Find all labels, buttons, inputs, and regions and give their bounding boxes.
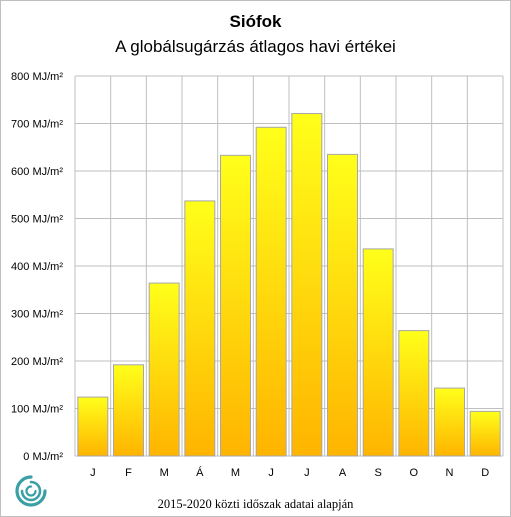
bar-4 [184, 200, 216, 457]
bars [77, 113, 501, 457]
bar-6 [255, 126, 287, 457]
bar-3 [148, 282, 180, 457]
x-tick-label: M [231, 467, 240, 479]
y-tick-label: 300 MJ/m² [11, 309, 63, 321]
bar-2 [113, 364, 144, 457]
bar-1 [77, 396, 109, 457]
x-tick-label: Á [196, 466, 204, 479]
y-tick-label: 200 MJ/m² [11, 356, 63, 368]
gridlines [74, 75, 504, 457]
y-tick-label: 500 MJ/m² [11, 214, 63, 226]
x-tick-label: J [268, 467, 274, 479]
bar-11 [434, 387, 465, 457]
x-tick-label: F [125, 467, 132, 479]
y-tick-label: 800 MJ/m² [11, 71, 63, 83]
bar-7 [291, 113, 323, 457]
y-tick-label: 700 MJ/m² [11, 119, 63, 131]
chart-footnote: 2015-2020 közti időszak adatai alapján [157, 497, 354, 511]
y-tick-label: 100 MJ/m² [11, 404, 63, 416]
chart-subtitle: A globálsugárzás átlagos havi értékei [115, 37, 396, 56]
x-tick-label: A [339, 467, 347, 479]
bar-8 [327, 153, 358, 457]
swirl-logo-icon [15, 475, 47, 507]
x-tick-label: O [410, 467, 419, 479]
x-tick-label: N [446, 467, 454, 479]
y-tick-label: 600 MJ/m² [11, 166, 63, 178]
bar-12 [469, 410, 501, 457]
y-tick-label: 0 MJ/m² [23, 451, 63, 463]
y-axis-tick-labels: 0 MJ/m² 100 MJ/m² 200 MJ/m² 300 MJ/m² 400 MJ… [11, 71, 63, 463]
x-tick-label: J [304, 467, 310, 479]
x-tick-label: D [481, 467, 489, 479]
x-tick-label: J [90, 467, 96, 479]
bar-9 [362, 248, 394, 457]
bar-10 [398, 330, 430, 457]
y-tick-label: 400 MJ/m² [11, 261, 63, 273]
x-tick-label: S [374, 467, 381, 479]
chart-title: Siófok [229, 12, 282, 31]
x-tick-label: M [160, 467, 169, 479]
bar-5 [220, 154, 251, 457]
